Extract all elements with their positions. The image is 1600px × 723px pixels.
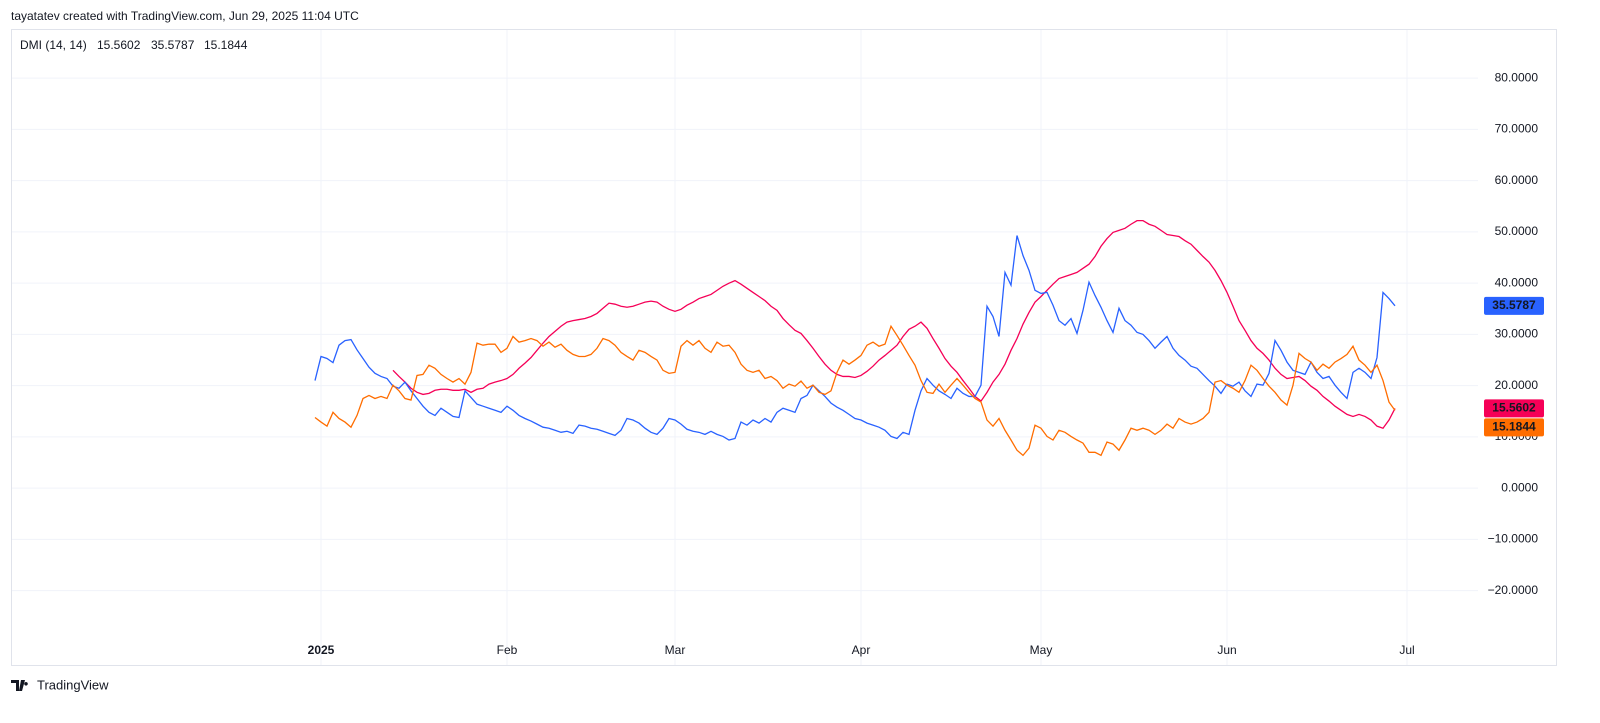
x-tick-label: 2025 bbox=[308, 643, 335, 657]
y-tick-label: 50.0000 bbox=[1495, 224, 1539, 238]
series-line bbox=[314, 235, 1396, 441]
price-tag-label: 15.5602 bbox=[1492, 401, 1536, 415]
logo bbox=[11, 680, 28, 691]
x-tick-label: Jul bbox=[1399, 643, 1414, 657]
y-tick-label: 60.0000 bbox=[1495, 173, 1539, 187]
price-tag bbox=[1484, 296, 1544, 315]
x-tick-label: Feb bbox=[497, 643, 518, 657]
price-tag-label: 35.5787 bbox=[1492, 298, 1536, 312]
footer: TradingView bbox=[37, 677, 109, 692]
legend-value: 15.5602 bbox=[97, 38, 141, 52]
legend-value: 15.1844 bbox=[204, 38, 248, 52]
grid bbox=[12, 30, 1478, 665]
x-tick-label: Mar bbox=[665, 643, 686, 657]
x-tick-label: May bbox=[1030, 643, 1053, 657]
pane-border bbox=[11, 29, 1557, 666]
price-tag bbox=[1484, 418, 1544, 437]
y-tick-label: 70.0000 bbox=[1495, 122, 1539, 136]
indicator-title: DMI (14, 14) bbox=[20, 38, 87, 52]
price-tag bbox=[1484, 399, 1544, 418]
y-tick-label: 0.0000 bbox=[1501, 480, 1538, 494]
x-tick-label: Apr bbox=[852, 643, 871, 657]
lines bbox=[314, 220, 1396, 457]
y-tick-label: 40.0000 bbox=[1495, 275, 1539, 289]
price-tag-label: 15.1844 bbox=[1492, 420, 1536, 434]
legend-value: 35.5787 bbox=[151, 38, 195, 52]
y-tick-label: 30.0000 bbox=[1495, 327, 1539, 341]
series-line bbox=[314, 324, 1396, 457]
y-tick-label: −20.0000 bbox=[1488, 583, 1539, 597]
y-tick-label: −10.0000 bbox=[1488, 532, 1539, 546]
y-tick-label: 20.0000 bbox=[1495, 378, 1539, 392]
y-tick-label: 80.0000 bbox=[1495, 70, 1539, 84]
x-tick-label: Jun bbox=[1217, 643, 1236, 657]
series-line bbox=[392, 220, 1396, 429]
header: tayatatev created with TradingView.com, … bbox=[11, 9, 359, 23]
